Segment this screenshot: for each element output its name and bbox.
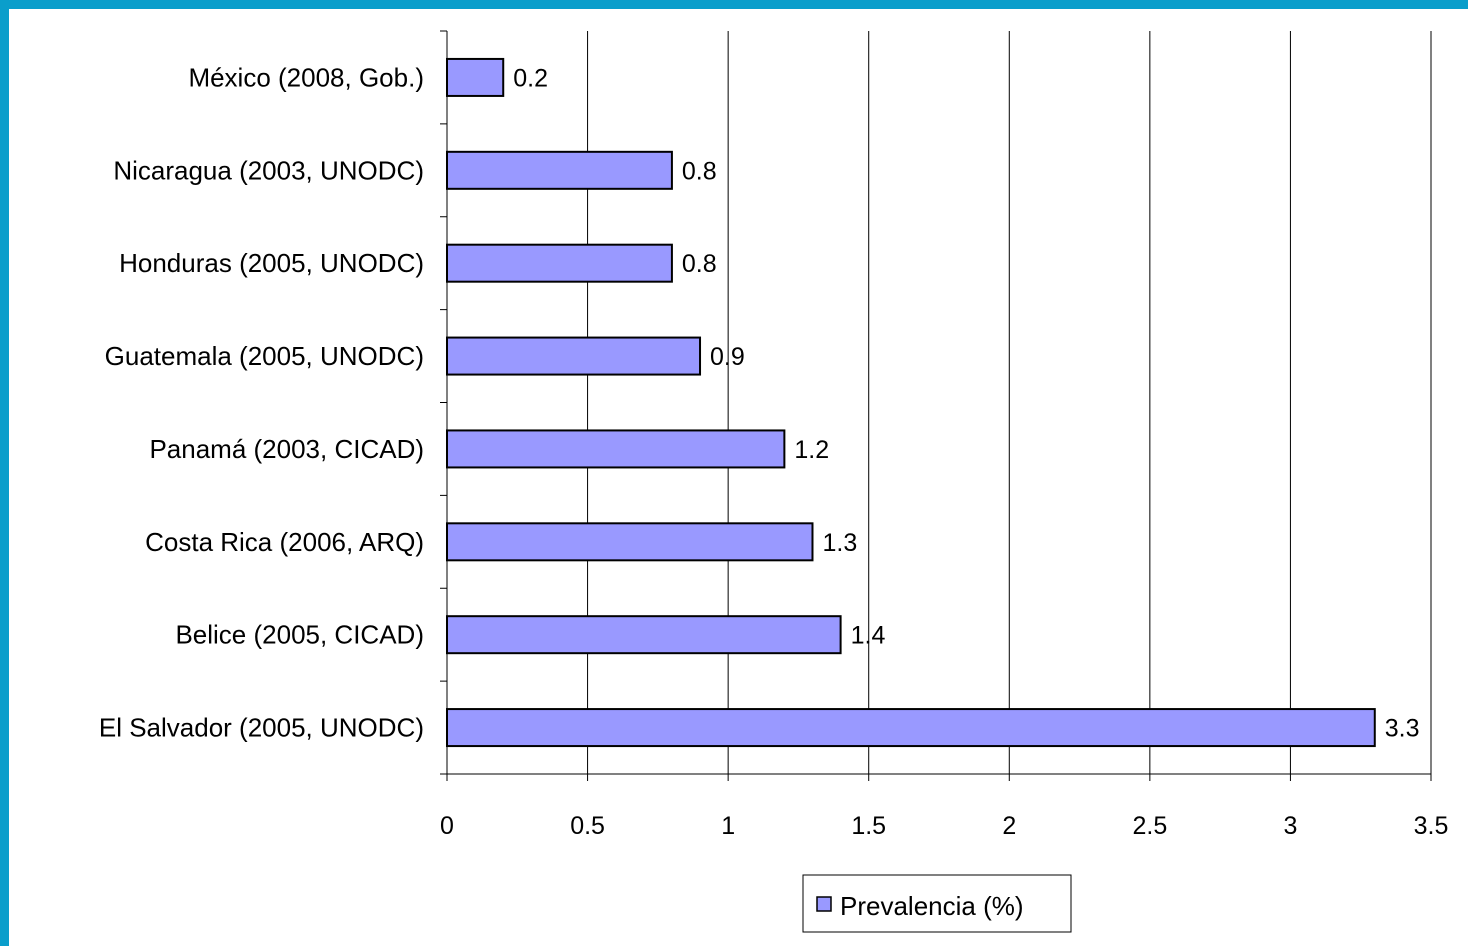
legend: Prevalencia (%) [802, 874, 1072, 933]
bar [446, 522, 814, 562]
category-label: Guatemala (2005, UNODC) [105, 341, 424, 371]
data-label: 0.2 [513, 64, 548, 92]
gridlines [587, 31, 1432, 774]
category-label: Nicaragua (2003, UNODC) [113, 155, 424, 185]
category-label: Honduras (2005, UNODC) [119, 248, 424, 278]
x-tick-label: 3 [1283, 812, 1297, 840]
x-tick-label: 0.5 [570, 812, 605, 840]
data-label: 1.2 [794, 436, 829, 464]
x-tick-label: 0 [440, 812, 454, 840]
bar [446, 429, 786, 469]
data-labels: 0.2 0.8 0.8 0.9 1.2 1.3 1.4 3.3 [513, 64, 1419, 742]
data-label: 0.8 [682, 157, 717, 185]
category-label: Costa Rica (2006, ARQ) [145, 527, 424, 557]
bar [446, 150, 673, 190]
bars [446, 57, 1376, 748]
chart-frame: México (2008, Gob.) Nicaragua (2003, UNOD… [9, 9, 1468, 946]
x-tick-label: 1.5 [851, 812, 886, 840]
legend-label: Prevalencia (%) [840, 891, 1024, 921]
bar [446, 57, 505, 97]
category-label: El Salvador (2005, UNODC) [99, 713, 424, 743]
data-label: 3.3 [1385, 715, 1420, 743]
bar [446, 336, 702, 376]
legend-swatch [816, 896, 832, 912]
category-label: Belice (2005, CICAD) [175, 620, 424, 650]
legend-box [802, 874, 1072, 933]
bar-chart: México (2008, Gob.) Nicaragua (2003, UNOD… [99, 30, 1448, 933]
category-labels: México (2008, Gob.) Nicaragua (2003, UNOD… [99, 62, 424, 742]
x-tick-label: 2 [1002, 812, 1016, 840]
data-label: 0.8 [682, 250, 717, 278]
bar [446, 615, 842, 655]
bar [446, 243, 673, 283]
category-label: Panamá (2003, CICAD) [149, 434, 424, 464]
x-tick-label: 2.5 [1132, 812, 1167, 840]
data-label: 1.4 [851, 622, 886, 650]
data-label: 1.3 [822, 529, 857, 557]
category-label: México (2008, Gob.) [188, 62, 424, 92]
x-tick-label: 3.5 [1414, 812, 1449, 840]
x-tick-label: 1 [721, 812, 735, 840]
bar [446, 708, 1376, 748]
axes [440, 30, 1432, 781]
data-label: 0.9 [710, 343, 745, 371]
x-tick-labels: 0 0.5 1 1.5 2 2.5 3 3.5 [440, 812, 1448, 840]
